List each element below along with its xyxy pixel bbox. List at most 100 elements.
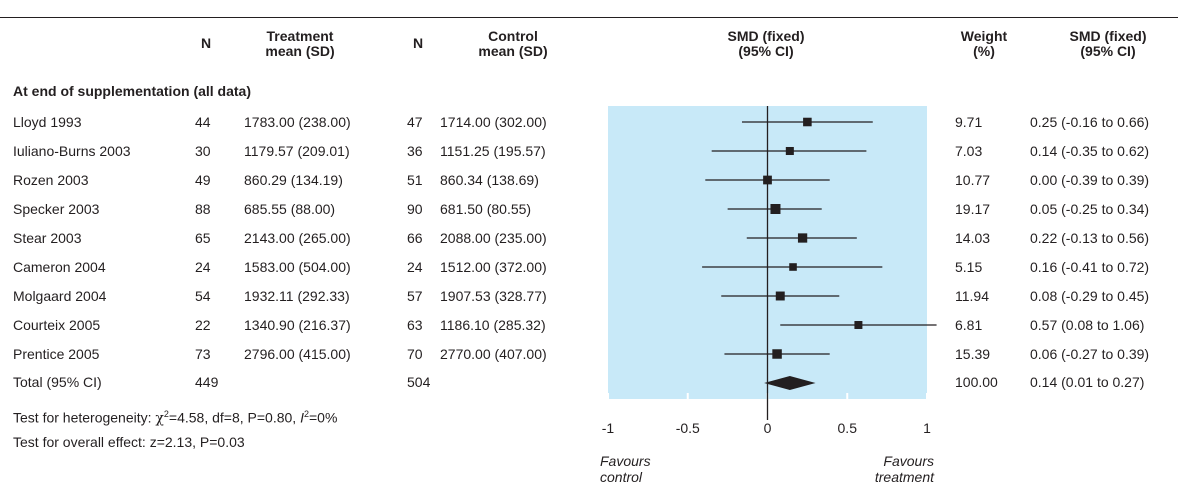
study-name: Cameron 2004 [13,259,106,275]
x-tick-label: -0.5 [676,420,700,436]
study-control-mean: 1151.25 (195.57) [440,143,546,159]
header-treatment-line2: mean (SD) [265,43,335,59]
point-estimate [789,263,797,271]
study-weight: 15.39 [955,346,991,362]
study-n-treatment: 88 [195,201,211,217]
study-n-control: 90 [407,201,423,217]
study-treatment-mean: 1783.00 (238.00) [244,114,351,130]
heterogeneity-prefix: Test for heterogeneity: [13,409,156,426]
study-n-control: 63 [407,317,423,333]
study-control-mean: 2088.00 (235.00) [440,230,547,246]
study-control-mean: 1512.00 (372.00) [440,259,547,275]
study-treatment-mean: 685.55 (88.00) [244,201,336,217]
study-treatment-mean: 1179.57 (209.01) [244,143,350,159]
header-smd-plot: SMD (fixed) (95% CI) [700,29,832,59]
study-name: Iuliano-Burns 2003 [13,143,131,159]
heterogeneity-test: Test for heterogeneity: χ2=4.58, df=8, P… [13,406,337,427]
study-n-control: 36 [407,143,423,159]
study-n-control: 66 [407,230,423,246]
study-ci: 0.22 (-0.13 to 0.56) [1030,230,1150,246]
study-n-control: 57 [407,288,423,304]
study-ci: 0.06 (-0.27 to 0.39) [1030,346,1150,362]
study-name: Courteix 2005 [13,317,101,333]
header-smd-plot-line1: SMD (fixed) [727,28,805,44]
subgroup-heading: At end of supplementation (all data) [13,83,252,99]
study-n-treatment: 44 [195,114,211,130]
study-control-mean: 1714.00 (302.00) [440,114,547,130]
study-name: Prentice 2005 [13,346,100,362]
chi-symbol: χ [155,410,164,427]
study-weight: 19.17 [955,201,991,217]
header-weight-line1: Weight [960,28,1008,44]
total-weight: 100.00 [955,374,998,390]
header-smd-ci: SMD (fixed) (95% CI) [1042,29,1174,59]
study-control-mean: 2770.00 (407.00) [440,346,547,362]
x-tick-label: 1 [923,420,931,436]
header-n-control: N [412,35,424,51]
study-ci: 0.08 (-0.29 to 0.45) [1030,288,1150,304]
study-weight: 6.81 [955,317,983,333]
point-estimate [775,291,785,301]
study-n-treatment: 30 [195,143,211,159]
study-weight: 9.71 [955,114,983,130]
point-estimate [785,146,794,156]
favours-treatment-line2: treatment [874,469,934,485]
study-treatment-mean: 1340.90 (216.37) [244,317,351,333]
favours-treatment-line1: Favours [883,453,934,469]
header-control-line2: mean (SD) [478,43,548,59]
x-tick-label: -1 [602,420,615,436]
heterogeneity-middle: =4.58, df=8, P=0.80, [168,409,301,426]
study-control-mean: 860.34 (138.69) [440,172,539,188]
top-rule [0,17,1178,18]
study-weight: 10.77 [955,172,991,188]
point-estimate [797,233,808,243]
favours-control-line2: control [600,469,643,485]
chi-superscript: 2 [163,409,169,419]
point-estimate [803,117,812,127]
total-label: Total (95% CI) [13,374,102,390]
total-n-treatment: 449 [195,374,219,390]
i-symbol: I [300,409,304,426]
study-treatment-mean: 860.29 (134.19) [244,172,343,188]
study-n-control: 70 [407,346,423,362]
study-n-treatment: 24 [195,259,211,275]
study-name: Rozen 2003 [13,172,89,188]
header-n-treatment: N [200,35,212,51]
study-weight: 7.03 [955,143,983,159]
header-smd-ci-line2: (95% CI) [1080,43,1136,59]
study-n-treatment: 22 [195,317,211,333]
study-name: Stear 2003 [13,230,82,246]
study-n-treatment: 49 [195,172,211,188]
x-tick-label: 0 [764,420,772,436]
study-n-treatment: 54 [195,288,211,304]
total-n-control: 504 [407,374,431,390]
study-control-mean: 1186.10 (285.32) [440,317,546,333]
favours-control-line1: Favours [600,453,651,469]
study-ci: 0.14 (-0.35 to 0.62) [1030,143,1150,159]
study-weight: 14.03 [955,230,991,246]
study-n-control: 47 [407,114,423,130]
study-treatment-mean: 1932.11 (292.33) [244,288,350,304]
study-control-mean: 1907.53 (328.77) [440,288,547,304]
study-weight: 11.94 [955,288,989,304]
study-n-control: 51 [407,172,423,188]
study-ci: 0.25 (-0.16 to 0.66) [1030,114,1150,130]
study-ci: 0.00 (-0.39 to 0.39) [1030,172,1150,188]
header-smd-ci-line1: SMD (fixed) [1069,28,1147,44]
study-n-control: 24 [407,259,423,275]
point-estimate [854,321,863,329]
study-weight: 5.15 [955,259,983,275]
study-control-mean: 681.50 (80.55) [440,201,532,217]
header-control-line1: Control [488,28,538,44]
study-name: Molgaard 2004 [13,288,107,304]
pooled-diamond [764,376,816,390]
study-name: Specker 2003 [13,201,100,217]
study-treatment-mean: 2796.00 (415.00) [244,346,351,362]
total-ci: 0.14 (0.01 to 0.27) [1030,374,1145,390]
study-treatment-mean: 1583.00 (504.00) [244,259,351,275]
study-n-treatment: 73 [195,346,211,362]
study-ci: 0.57 (0.08 to 1.06) [1030,317,1145,333]
study-treatment-mean: 2143.00 (265.00) [244,230,351,246]
x-tick-label: 0.5 [838,420,858,436]
